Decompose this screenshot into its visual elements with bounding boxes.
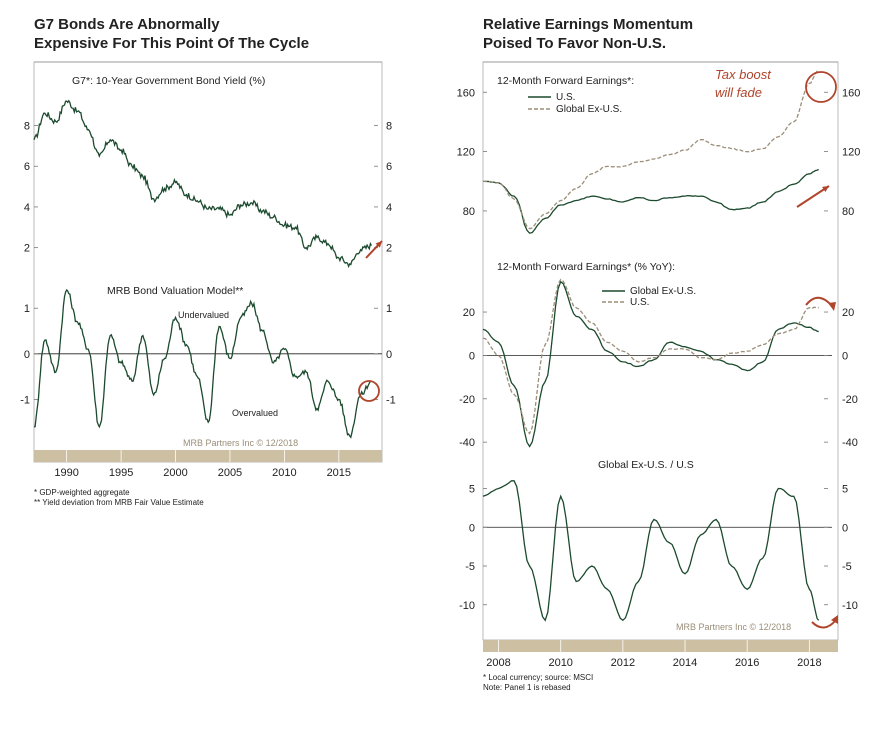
undervalued-label: Undervalued [178, 310, 229, 320]
series-line-3-0 [482, 280, 819, 448]
y-tick-label-left: -5 [465, 561, 475, 573]
y-tick-label-right: -10 [842, 600, 858, 612]
earnings-circle [805, 71, 837, 103]
y-tick-label-right: 1 [386, 303, 392, 315]
yoy-curve-arrow-head [828, 302, 836, 311]
x-tick-label: 2016 [735, 657, 759, 669]
right-chart-title: Relative Earnings Momentum Poised To Fav… [483, 15, 693, 53]
ratio-curve-arrow [811, 619, 837, 629]
x-tick-label: 2010 [548, 657, 572, 669]
series-line-1-0 [33, 288, 372, 439]
y-tick-label-right: 5 [842, 484, 848, 496]
panel4-title: 12-Month Forward Earnings* (% YoY): [497, 261, 675, 273]
y-tick-label-left: 120 [457, 147, 475, 159]
y-tick-label-left: 5 [469, 484, 475, 496]
x-tick-label: 2008 [486, 657, 510, 669]
left-title-line-2: Expensive For This Point Of The Cycle [34, 35, 310, 52]
series-line-2-0 [482, 168, 819, 234]
legend-yoy-global-label: Global Ex-U.S. [630, 286, 696, 297]
series-line-4-0 [482, 480, 820, 622]
right-title-line-1: Relative Earnings Momentum [483, 16, 694, 33]
legend-yoy-us-label: U.S. [630, 297, 649, 308]
yoy-curve-arrow [805, 296, 833, 307]
y-tick-label-left: 1 [24, 303, 30, 315]
y-tick-label-left: 2 [24, 243, 30, 255]
x-tick-label: 2018 [797, 657, 821, 669]
x-tick-label: 1995 [109, 467, 133, 479]
series-line-0-0 [33, 99, 373, 269]
x-tick-label: 2014 [673, 657, 697, 669]
y-tick-label-right: 0 [842, 522, 848, 534]
x-tick-label: 2000 [163, 467, 187, 479]
valuation-circle [358, 380, 380, 402]
y-tick-label-right: 6 [386, 161, 392, 173]
left-chart-title: G7 Bonds Are Abnormally Expensive For Th… [34, 15, 309, 53]
y-tick-label-right: 2 [386, 243, 392, 255]
y-tick-label-left: 6 [24, 161, 30, 173]
us-earnings-arrow-head [822, 186, 829, 193]
right-panel-frame [482, 61, 839, 641]
x-tick-label: 2005 [218, 467, 242, 479]
y-tick-label-left: 0 [469, 522, 475, 534]
left-title-line-1: G7 Bonds Are Abnormally [34, 16, 220, 33]
y-tick-label-left: -10 [459, 600, 475, 612]
credit-left: MRB Partners Inc © 12/2018 [183, 438, 298, 448]
right-footnote-1: * Local currency; source: MSCI [483, 673, 594, 682]
y-tick-label-left: 20 [463, 307, 475, 319]
y-tick-label-right: -20 [842, 394, 858, 406]
panel5-title: Global Ex-U.S. / U.S [598, 459, 694, 471]
yield-arrow-head [375, 241, 382, 248]
overvalued-label: Overvalued [232, 408, 278, 418]
left-footnote-2: ** Yield deviation from MRB Fair Value E… [34, 498, 204, 507]
y-tick-label-left: 80 [463, 206, 475, 218]
credit-right: MRB Partners Inc © 12/2018 [676, 622, 791, 632]
legend-us-label: U.S. [556, 92, 575, 103]
y-tick-label-right: -1 [386, 394, 396, 406]
legend-global-exus-label: Global Ex-U.S. [556, 104, 622, 115]
panel1-title: G7*: 10-Year Government Bond Yield (%) [72, 75, 265, 87]
y-tick-label-left: -20 [459, 394, 475, 406]
x-tick-label: 2010 [272, 467, 296, 479]
right-footnote-2: Note: Panel 1 is rebased [483, 683, 571, 692]
us-earnings-arrow [796, 185, 830, 208]
y-tick-label-left: 4 [24, 202, 30, 214]
right-title-line-2: Poised To Favor Non-U.S. [483, 35, 667, 52]
y-tick-label-left: 160 [457, 87, 475, 99]
y-tick-label-left: 0 [469, 350, 475, 362]
will-fade-annotation: will fade [715, 85, 762, 100]
y-tick-label-right: 20 [842, 307, 854, 319]
y-tick-label-left: 8 [24, 121, 30, 133]
left-footnote-1: * GDP-weighted aggregate [34, 488, 130, 497]
y-tick-label-left: -1 [20, 394, 30, 406]
left-panel-frame [33, 61, 383, 463]
y-tick-label-right: 80 [842, 206, 854, 218]
panel3-title: 12-Month Forward Earnings*: [497, 75, 634, 87]
tax-boost-annotation: Tax boost [715, 67, 772, 82]
y-tick-label-right: 0 [842, 350, 848, 362]
y-tick-label-left: 0 [24, 349, 30, 361]
x-tick-label: 2015 [327, 467, 351, 479]
y-tick-label-right: -40 [842, 437, 858, 449]
y-tick-label-right: -5 [842, 561, 852, 573]
panel2-title: MRB Bond Valuation Model** [107, 285, 243, 297]
y-tick-label-right: 160 [842, 87, 860, 99]
left-xaxis-bar [34, 450, 382, 462]
y-tick-label-left: -40 [459, 437, 475, 449]
series-line-2-1 [482, 69, 820, 230]
y-tick-label-right: 8 [386, 121, 392, 133]
x-tick-label: 2012 [611, 657, 635, 669]
x-tick-label: 1990 [54, 467, 78, 479]
ratio-curve-arrow-head [831, 615, 838, 624]
series-line-3-1 [482, 278, 819, 435]
y-tick-label-right: 120 [842, 147, 860, 159]
y-tick-label-right: 4 [386, 202, 392, 214]
y-tick-label-right: 0 [386, 349, 392, 361]
right-xaxis-bar [483, 640, 838, 652]
